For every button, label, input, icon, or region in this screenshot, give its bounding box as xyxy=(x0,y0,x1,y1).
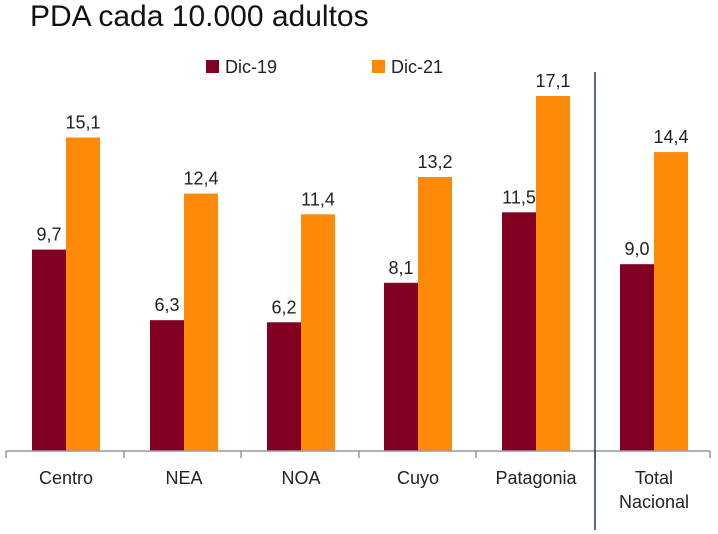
category-label-patagonia: Patagonia xyxy=(495,468,577,488)
value-label-dic-19-total-nacional: 9,0 xyxy=(624,239,649,259)
legend: Dic-19 Dic-21 xyxy=(206,57,443,77)
bars-group xyxy=(32,96,688,451)
value-label-dic-19-patagonia: 11,5 xyxy=(502,187,536,207)
category-label-cuyo: Cuyo xyxy=(397,468,439,488)
bar-dic-19-patagonia xyxy=(502,212,536,451)
value-label-dic-21-patagonia: 17,1 xyxy=(535,71,570,91)
value-label-dic-19-noa: 6,2 xyxy=(271,297,296,317)
bar-dic-21-nea xyxy=(184,193,218,451)
bar-dic-21-total-nacional xyxy=(654,152,688,451)
value-label-dic-19-nea: 6,3 xyxy=(154,295,179,315)
bar-dic-21-noa xyxy=(301,214,335,451)
x-axis xyxy=(5,72,711,530)
legend-label-dic-19: Dic-19 xyxy=(225,57,277,77)
value-label-dic-21-centro: 15,1 xyxy=(65,113,100,133)
bar-dic-19-centro xyxy=(32,249,66,451)
value-labels-group: 9,7 15,1 6,3 12,4 6,2 11,4 8,1 13,2 11,5 17,1 9,0 1… xyxy=(36,71,688,317)
value-label-dic-19-cuyo: 8,1 xyxy=(388,258,413,278)
chart-title: PDA cada 10.000 adultos xyxy=(30,0,369,33)
bar-dic-21-patagonia xyxy=(536,96,570,451)
bar-dic-19-nea xyxy=(150,320,184,451)
value-label-dic-21-cuyo: 13,2 xyxy=(417,152,452,172)
bar-dic-19-noa xyxy=(267,322,301,451)
value-label-dic-21-nea: 12,4 xyxy=(183,169,218,189)
category-label-centro: Centro xyxy=(39,468,93,488)
bar-dic-19-total-nacional xyxy=(620,264,654,451)
legend-label-dic-21: Dic-21 xyxy=(391,57,443,77)
value-label-dic-21-noa: 11,4 xyxy=(301,189,335,209)
category-label-nea: NEA xyxy=(165,468,202,488)
category-label-noa: NOA xyxy=(281,468,320,488)
bar-dic-21-centro xyxy=(66,137,100,451)
value-label-dic-19-centro: 9,7 xyxy=(36,225,61,245)
category-labels-group: Centro NEA NOA Cuyo Patagonia Total Nacional xyxy=(39,468,689,512)
category-label-total-nacional: Total Nacional xyxy=(619,468,689,512)
value-label-dic-21-total-nacional: 14,4 xyxy=(653,127,688,147)
legend-swatch-dic-21 xyxy=(372,60,385,73)
legend-swatch-dic-19 xyxy=(206,60,219,73)
bar-dic-19-cuyo xyxy=(384,282,418,451)
bar-dic-21-cuyo xyxy=(418,177,452,451)
